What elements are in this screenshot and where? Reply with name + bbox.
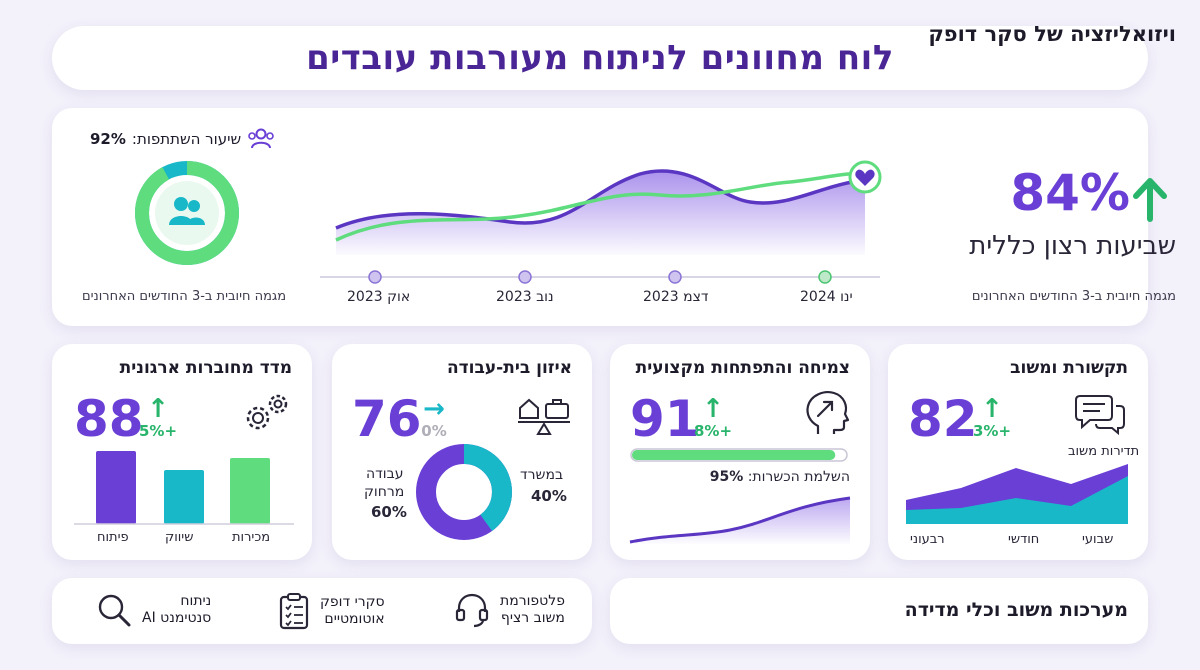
delta-value: +8% <box>693 422 733 440</box>
office-label: במשרד <box>520 467 564 483</box>
training-progress-fill <box>632 450 836 460</box>
tool-label-line1: ניתוח <box>180 593 212 610</box>
training-completion-label: השלמת הכשרות: <box>747 469 850 485</box>
chat-bubbles-icon <box>1075 395 1125 436</box>
tools-title: מערכות משוב וכלי מדידה <box>904 599 1128 621</box>
headset-icon <box>455 593 489 628</box>
page-title: לוח מחוונים לניתוח מעורבות עובדים <box>306 38 894 78</box>
connectedness-value: 88 <box>74 390 144 448</box>
clipboard-checklist-icon <box>279 593 309 630</box>
month-label: ינו 2024 <box>800 289 853 305</box>
office-value: 40% <box>531 487 567 505</box>
magnifier-icon <box>98 594 131 627</box>
purple-wave-area <box>336 170 865 255</box>
tool-pulse-surveys[interactable]: סקרי דופק אוטומטיים <box>278 592 385 630</box>
remote-label-line1: עבודה <box>366 466 404 482</box>
right-arrow-icon: → <box>423 394 445 424</box>
tools-list-card <box>52 578 592 644</box>
timeline-dot <box>368 270 382 284</box>
heart-icon <box>855 169 875 186</box>
growth-value: 91 <box>630 390 700 448</box>
trend-note-left: מגמה חיובית ב-3 החודשים האחרונים <box>82 289 287 304</box>
month-label: דצמ 2023 <box>643 289 709 305</box>
bar-label: פיתוח <box>97 530 129 545</box>
delta-value: 0% <box>421 422 447 440</box>
up-arrow-icon: ↑ <box>147 394 169 424</box>
participation-arc <box>135 161 239 265</box>
trend-note-right: מגמה חיובית ב-3 החודשים האחרונים <box>971 289 1176 304</box>
training-completion-value: 95% <box>709 469 744 485</box>
overall-satisfaction-value: 84% <box>1010 164 1130 222</box>
work-location-donut <box>416 444 512 540</box>
timeline-dot <box>818 270 832 284</box>
tool-label-line2: סנטימנט AI <box>142 610 212 626</box>
balance-value: 76 <box>352 390 422 448</box>
remote-label-line2: מרחוק <box>364 484 405 500</box>
communication-value: 82 <box>908 390 978 448</box>
tool-label-line1: פלטפורמת <box>500 593 565 610</box>
bar-label: שיווק <box>165 530 194 545</box>
tool-label-line2: משוב רציף <box>500 610 565 626</box>
feedback-frequency-label: תדירות משוב <box>1068 444 1140 459</box>
participation-label: שיעור השתתפות: <box>131 130 242 148</box>
department-bar-chart <box>74 451 294 525</box>
training-progress-bar <box>630 448 848 462</box>
timeline-dot <box>668 270 682 284</box>
green-wave-line <box>335 172 866 242</box>
delta-value: +5% <box>138 422 178 440</box>
title-bar: לוח מחוונים לניתוח מעורבות עובדים <box>52 26 1148 90</box>
axis-label: רבעוני <box>910 532 945 547</box>
tool-label-line1: סקרי דופק <box>320 594 385 611</box>
delta-value: +3% <box>972 422 1012 440</box>
overall-satisfaction-label: שביעות רצון כללית <box>969 231 1176 261</box>
gears-icon <box>246 394 288 430</box>
home-office-balance-icon <box>518 398 570 435</box>
office-arc <box>416 444 512 540</box>
axis-label: שבועי <box>1082 532 1114 547</box>
tool-ai-sentiment[interactable]: ניתוח סנטימנט AI <box>96 592 211 628</box>
month-label: אוק 2023 <box>347 289 411 305</box>
tool-label-line2: אוטומטיים <box>324 611 385 627</box>
participation-ring <box>135 161 239 265</box>
connectedness-title: מדד מחוברות ארגונית <box>119 358 292 378</box>
pulse-survey-heading: ויזואליזציה של סקר דופק <box>928 22 1176 46</box>
balance-delta: → 0% <box>414 396 454 440</box>
balance-title: איזון בית-עבודה <box>446 358 572 378</box>
remote-value: 60% <box>371 503 407 521</box>
connectedness-delta: ↑ +5% <box>138 396 178 440</box>
communication-delta: ↑ +3% <box>972 396 1012 440</box>
participation-rate: שיעור השתתפות: 92% <box>90 128 275 150</box>
up-arrow-icon: ↑ <box>702 394 724 424</box>
timeline-dot <box>518 270 532 284</box>
users-icon <box>248 128 274 149</box>
head-arrow-icon <box>806 391 850 434</box>
pulse-wave-chart <box>320 160 882 284</box>
up-arrow-icon: ↑ <box>981 394 1003 424</box>
growth-delta: ↑ +8% <box>693 396 733 440</box>
tool-continuous-feedback[interactable]: פלטפורמת משוב רציף <box>454 592 565 628</box>
training-completion: השלמת הכשרות: 95% <box>710 469 850 485</box>
growth-title: צמיחה והתפתחות מקצועית <box>635 358 850 378</box>
purple-wave-line <box>335 169 866 230</box>
growth-trend-chart <box>629 496 851 544</box>
bar-marketing <box>164 470 204 524</box>
month-label: נוב 2023 <box>496 289 554 305</box>
axis-label: חודשי <box>1008 532 1040 547</box>
tools-title-card <box>610 578 1148 644</box>
feedback-area-chart <box>906 464 1128 524</box>
communication-title: תקשורת ומשוב <box>1010 358 1128 378</box>
bar-development <box>96 451 136 524</box>
up-arrow-icon <box>1133 178 1167 222</box>
bar-sales <box>230 458 270 524</box>
participation-value: 92% <box>90 130 126 148</box>
bar-label: מכירות <box>232 530 271 545</box>
